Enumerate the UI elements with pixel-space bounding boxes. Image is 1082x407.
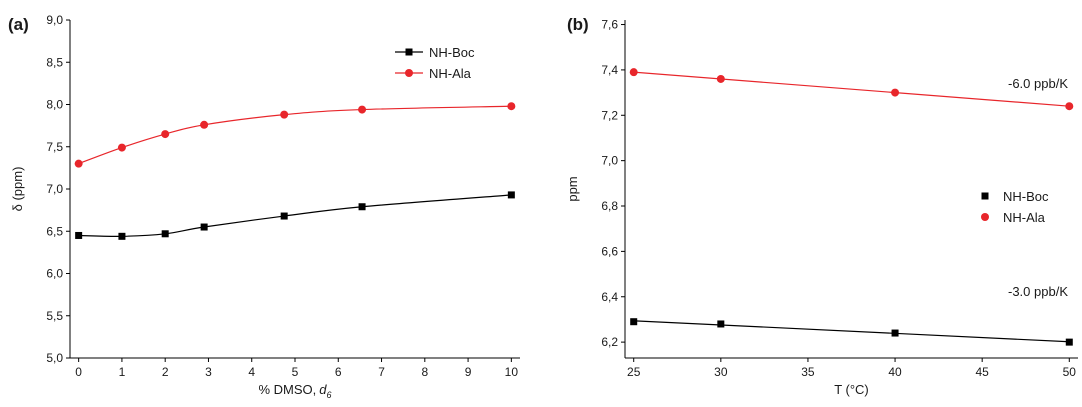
legend-marker-nh-ala	[981, 213, 989, 221]
b-x-tick-label: 30	[714, 365, 728, 379]
data-point-nh-ala	[1065, 102, 1074, 111]
a-y-tick-label: 7,0	[46, 182, 63, 196]
b-y-tick-label: 7,0	[601, 154, 618, 168]
b-y-tick-label: 6,6	[601, 244, 618, 258]
annotation-nh-ala-slope: -6.0 ppb/K	[1008, 76, 1068, 91]
data-point-nh-ala	[200, 120, 209, 129]
panel-a-legend: NH-Boc NH-Ala	[395, 45, 475, 81]
panel-a-series	[74, 102, 516, 240]
data-point-nh-boc	[507, 191, 515, 199]
panel-b-legend: NH-Boc NH-Ala	[981, 189, 1049, 225]
chart-panel-a: (a) 0 1 2 3 4 5 6 7 8 9 10 5,0 5,5 6,0 6,5 7,0 7,5 8,0 8,…	[8, 13, 520, 400]
data-point-nh-ala	[74, 159, 83, 168]
data-point-nh-boc	[630, 318, 638, 326]
b-x-tick-label: 25	[627, 365, 641, 379]
panel-b-x-ticks: 25 30 35 40 45 50	[627, 358, 1076, 379]
chart-panel-b: (b) 25 30 35 40 45 50 6,2 6,4 6,6 6,8 7,0 7,2 7,4 7,…	[565, 15, 1078, 397]
data-point-nh-boc	[891, 329, 899, 337]
data-point-nh-boc	[358, 203, 366, 211]
legend-marker-nh-boc	[981, 192, 989, 200]
a-x-tick-label: 10	[505, 365, 519, 379]
data-point-nh-boc	[118, 232, 126, 240]
data-point-nh-ala	[716, 74, 725, 83]
data-point-nh-boc	[200, 223, 208, 231]
panel-b-series	[629, 68, 1074, 346]
legend-marker-nh-ala	[405, 69, 413, 77]
a-y-tick-label: 7,5	[46, 140, 63, 154]
a-y-tick-label: 6,5	[46, 224, 63, 238]
a-x-tick-label: 0	[75, 365, 82, 379]
a-x-tick-label: 5	[292, 365, 299, 379]
legend-label-nh-ala: NH-Ala	[429, 66, 472, 81]
b-x-tick-label: 45	[975, 365, 989, 379]
fit-line-nh-ala	[633, 71, 1070, 107]
data-point-nh-boc	[717, 320, 725, 328]
legend-label-nh-ala: NH-Ala	[1003, 210, 1046, 225]
a-x-tick-label: 2	[162, 365, 169, 379]
panel-a-x-axis-title-subscript: 6	[327, 390, 332, 400]
data-point-nh-ala	[629, 68, 638, 77]
a-x-tick-label: 4	[248, 365, 255, 379]
series-line-nh-boc	[78, 194, 512, 237]
data-point-nh-boc	[1065, 338, 1073, 346]
b-x-tick-label: 50	[1063, 365, 1077, 379]
panel-a-x-axis-title-d: d	[319, 382, 327, 397]
panel-a-x-axis-title: % DMSO, d6	[258, 382, 331, 400]
a-x-tick-label: 3	[205, 365, 212, 379]
a-x-tick-label: 1	[119, 365, 126, 379]
a-x-tick-label: 7	[378, 365, 385, 379]
a-y-tick-label: 8,0	[46, 98, 63, 112]
panel-b-x-axis-title: T (°C)	[834, 382, 869, 397]
panel-a-y-ticks: 5,0 5,5 6,0 6,5 7,0 7,5 8,0 8,5 9,0	[46, 13, 70, 365]
data-point-nh-ala	[358, 105, 367, 114]
a-y-tick-label: 9,0	[46, 13, 63, 27]
data-point-nh-ala	[117, 143, 126, 152]
a-x-tick-label: 8	[421, 365, 428, 379]
a-y-tick-label: 5,0	[46, 351, 63, 365]
legend-label-nh-boc: NH-Boc	[1003, 189, 1049, 204]
data-point-nh-ala	[891, 88, 900, 97]
legend-label-nh-boc: NH-Boc	[429, 45, 475, 60]
data-point-nh-boc	[161, 230, 169, 238]
data-point-nh-ala	[280, 110, 289, 119]
b-y-tick-label: 6,4	[601, 290, 618, 304]
panel-a-label: (a)	[8, 15, 29, 34]
panel-b-label: (b)	[567, 15, 589, 34]
panel-a-x-axis-title-main: % DMSO,	[258, 382, 316, 397]
b-y-tick-label: 6,2	[601, 335, 618, 349]
panel-b-y-ticks: 6,2 6,4 6,6 6,8 7,0 7,2 7,4 7,6	[601, 18, 625, 349]
a-y-tick-label: 6,0	[46, 267, 63, 281]
a-x-tick-label: 9	[465, 365, 472, 379]
b-y-tick-label: 7,4	[601, 63, 618, 77]
data-point-nh-ala	[161, 130, 170, 139]
data-point-nh-ala	[507, 102, 516, 111]
panel-b-y-axis-title: ppm	[565, 176, 580, 201]
legend-marker-nh-boc	[405, 48, 413, 56]
b-y-tick-label: 7,2	[601, 108, 618, 122]
b-x-tick-label: 40	[888, 365, 902, 379]
a-y-tick-label: 8,5	[46, 55, 63, 69]
annotation-nh-boc-slope: -3.0 ppb/K	[1008, 284, 1068, 299]
panel-a-y-axis-title: δ (ppm)	[10, 167, 25, 212]
data-point-nh-boc	[280, 212, 288, 220]
panel-a-x-ticks: 0 1 2 3 4 5 6 7 8 9 10	[75, 358, 518, 379]
a-y-tick-label: 5,5	[46, 309, 63, 323]
b-x-tick-label: 35	[801, 365, 815, 379]
series-line-nh-ala	[78, 105, 512, 165]
data-point-nh-boc	[75, 231, 83, 239]
b-y-tick-label: 6,8	[601, 199, 618, 213]
fit-line-nh-boc	[633, 320, 1070, 343]
a-x-tick-label: 6	[335, 365, 342, 379]
b-y-tick-label: 7,6	[601, 18, 618, 32]
